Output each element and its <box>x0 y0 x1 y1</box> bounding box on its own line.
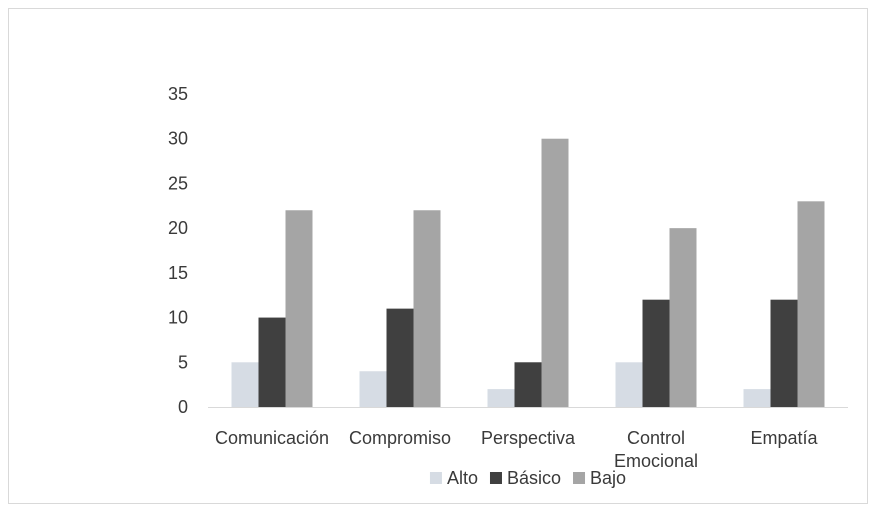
x-category-label: Control Emocional <box>614 428 698 471</box>
y-tick-label: 30 <box>168 129 188 149</box>
legend-label: Básico <box>507 468 561 488</box>
bar-basico <box>386 308 414 407</box>
bar-bajo <box>797 201 825 407</box>
bar-basico <box>258 317 286 407</box>
bar-bajo <box>413 210 441 407</box>
legend-label: Alto <box>447 468 478 488</box>
y-tick-label: 5 <box>178 352 188 372</box>
bar-bajo <box>541 138 569 407</box>
bar-alto <box>231 362 259 407</box>
x-category-label: Comunicación <box>215 428 329 448</box>
bar-alto <box>359 371 387 407</box>
bar-alto <box>743 389 771 407</box>
x-category-label: Perspectiva <box>481 428 576 448</box>
y-tick-label: 35 <box>168 84 188 104</box>
x-category-label: Compromiso <box>349 428 451 448</box>
bar-basico <box>770 299 798 407</box>
bar-alto <box>487 389 515 407</box>
legend-label: Bajo <box>590 468 626 488</box>
legend-swatch <box>489 472 502 484</box>
y-tick-label: 0 <box>178 397 188 417</box>
bar-basico <box>642 299 670 407</box>
legend-swatch <box>429 472 442 484</box>
y-tick-label: 15 <box>168 263 188 283</box>
bar-basico <box>514 362 542 407</box>
bar-bajo <box>285 210 313 407</box>
x-category-label: Empatía <box>750 428 818 448</box>
y-tick-label: 25 <box>168 173 188 193</box>
bar-alto <box>615 362 643 407</box>
legend-swatch <box>573 472 586 484</box>
bar-bajo <box>669 228 697 407</box>
y-tick-label: 10 <box>168 308 188 328</box>
y-tick-label: 20 <box>168 218 188 238</box>
